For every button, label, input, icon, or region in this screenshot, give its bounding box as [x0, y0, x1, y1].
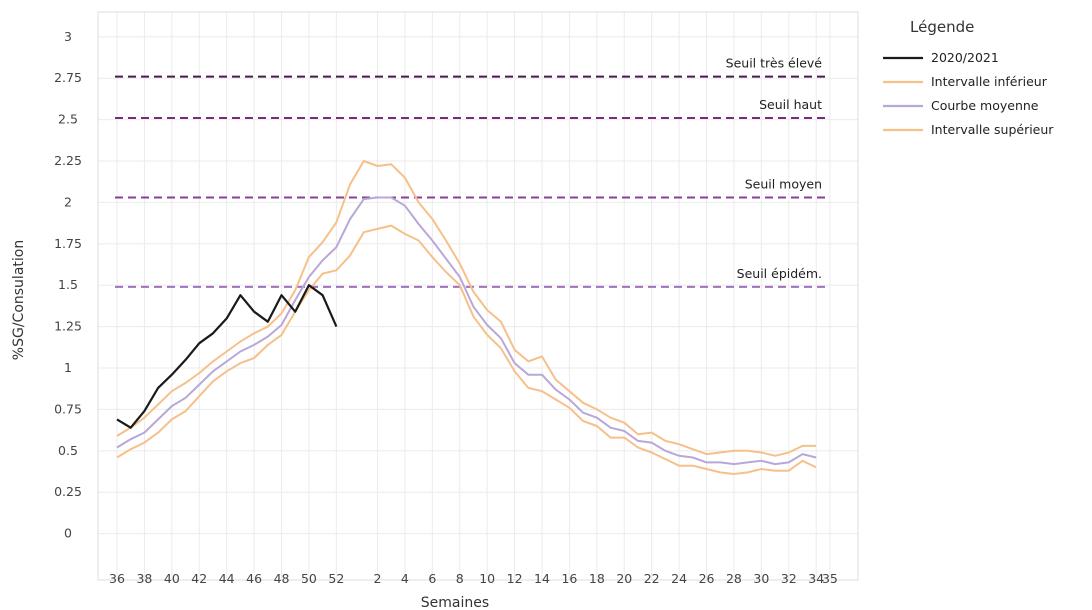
x-tick-label: 38 — [136, 571, 152, 586]
x-tick-label: 48 — [274, 571, 290, 586]
legend-label: Courbe moyenne — [931, 98, 1039, 113]
x-tick-label: 36 — [109, 571, 125, 586]
legend-label: Intervalle supérieur — [931, 122, 1054, 137]
legend-title: Légende — [910, 18, 974, 36]
legend-label: 2020/2021 — [931, 50, 999, 65]
x-tick-label: 40 — [164, 571, 180, 586]
x-tick-label: 2 — [374, 571, 382, 586]
threshold-label: Seuil moyen — [745, 176, 822, 191]
x-tick-label: 4 — [401, 571, 409, 586]
series-line — [116, 224, 817, 475]
y-tick-label: 2 — [64, 194, 72, 209]
x-tick-label: 50 — [301, 571, 317, 586]
y-tick-label: 0.75 — [54, 401, 82, 416]
x-tick-label: 28 — [726, 571, 742, 586]
threshold-lines: Seuil très élevé Seuil haut Seuil moyen Seu… — [115, 56, 825, 288]
y-tick-label: 0.25 — [54, 484, 82, 499]
x-tick-label: 35 — [822, 571, 838, 586]
y-axis-title: %SG/Consulation — [11, 240, 27, 360]
y-tick-label: 2.75 — [54, 70, 82, 85]
x-tick-label: 10 — [479, 571, 495, 586]
x-axis: 36 38 40 42 44 46 48 50 52 2 4 6 8 10 12 14 16 18 20 22 24 26… — [109, 571, 838, 586]
y-tick-label: 2.25 — [54, 153, 82, 168]
x-tick-label: 44 — [219, 571, 235, 586]
series-line — [116, 196, 817, 466]
y-axis: 0 0.25 0.5 0.75 1 1.25 1.5 1.75 2 2.25 2.5 2.75 3 — [54, 29, 82, 541]
x-tick-label: 18 — [589, 571, 605, 586]
threshold-label: Seuil épidém. — [737, 266, 822, 281]
series-lines — [116, 160, 817, 475]
x-tick-label: 30 — [753, 571, 769, 586]
y-tick-label: 1.25 — [54, 319, 82, 334]
x-tick-label: 22 — [644, 571, 660, 586]
x-tick-label: 12 — [507, 571, 523, 586]
x-tick-label: 34 — [808, 571, 824, 586]
grid — [98, 12, 858, 580]
y-tick-label: 3 — [64, 29, 72, 44]
x-tick-label: 42 — [191, 571, 207, 586]
y-tick-label: 1.75 — [54, 236, 82, 251]
x-tick-label: 32 — [781, 571, 797, 586]
series-line — [116, 160, 817, 457]
x-tick-label: 16 — [561, 571, 577, 586]
x-tick-label: 20 — [616, 571, 632, 586]
y-tick-label: 0.5 — [58, 443, 78, 458]
x-tick-label: 46 — [246, 571, 262, 586]
legend-label: Intervalle inférieur — [931, 74, 1048, 89]
y-tick-label: 1.5 — [58, 277, 78, 292]
y-tick-label: 2.5 — [58, 112, 78, 127]
y-tick-label: 0 — [64, 526, 72, 541]
y-tick-label: 1 — [64, 360, 72, 375]
x-tick-label: 8 — [456, 571, 464, 586]
x-tick-label: 6 — [428, 571, 436, 586]
threshold-label: Seuil haut — [759, 97, 822, 112]
x-tick-label: 52 — [328, 571, 344, 586]
plot-frame — [97, 11, 859, 581]
x-tick-label: 24 — [671, 571, 687, 586]
series-line — [116, 284, 338, 429]
x-tick-label: 26 — [699, 571, 715, 586]
legend: Légende 2020/2021 Intervalle inférieur Cou… — [883, 18, 1054, 137]
threshold-label: Seuil très élevé — [726, 56, 823, 71]
x-axis-title: Semaines — [421, 595, 489, 610]
x-tick-label: 14 — [534, 571, 550, 586]
